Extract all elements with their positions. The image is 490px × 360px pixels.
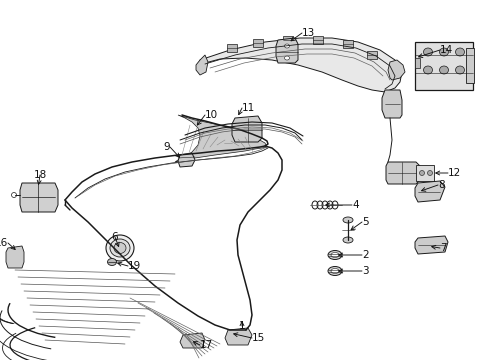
Polygon shape — [276, 38, 298, 63]
Bar — [343, 40, 353, 48]
Ellipse shape — [456, 48, 465, 56]
Ellipse shape — [106, 235, 134, 261]
Text: 15: 15 — [252, 333, 265, 343]
Ellipse shape — [328, 251, 342, 260]
Bar — [227, 44, 237, 52]
Text: 17: 17 — [200, 340, 213, 350]
Text: 1: 1 — [239, 321, 245, 331]
Polygon shape — [415, 236, 448, 254]
Polygon shape — [196, 55, 208, 75]
Ellipse shape — [343, 237, 353, 243]
Ellipse shape — [343, 217, 353, 223]
Polygon shape — [6, 246, 24, 268]
Polygon shape — [178, 153, 195, 167]
Polygon shape — [20, 183, 58, 212]
Text: 2: 2 — [362, 250, 368, 260]
Ellipse shape — [110, 239, 130, 257]
Text: 7: 7 — [440, 243, 446, 253]
Polygon shape — [415, 181, 445, 202]
Ellipse shape — [328, 266, 342, 275]
Polygon shape — [232, 116, 262, 142]
Polygon shape — [180, 333, 205, 348]
Ellipse shape — [419, 171, 424, 175]
Bar — [415, 58, 420, 68]
Ellipse shape — [11, 193, 17, 198]
Polygon shape — [225, 328, 252, 345]
Ellipse shape — [423, 66, 433, 74]
Text: 10: 10 — [205, 110, 218, 120]
Polygon shape — [388, 60, 405, 80]
Bar — [253, 39, 263, 47]
Ellipse shape — [331, 252, 339, 257]
Ellipse shape — [285, 56, 290, 60]
Bar — [283, 36, 293, 44]
Text: 8: 8 — [438, 180, 444, 190]
Ellipse shape — [114, 243, 126, 253]
Ellipse shape — [107, 258, 117, 266]
Ellipse shape — [331, 269, 339, 274]
Text: 6: 6 — [112, 232, 118, 242]
Bar — [415, 42, 473, 90]
Text: 13: 13 — [302, 28, 315, 38]
Bar — [367, 51, 377, 59]
Text: 5: 5 — [362, 217, 368, 227]
Ellipse shape — [285, 44, 290, 48]
Text: 9: 9 — [163, 142, 170, 152]
Bar — [416, 165, 434, 181]
Text: 16: 16 — [0, 238, 8, 248]
Ellipse shape — [423, 48, 433, 56]
Text: 4: 4 — [352, 200, 359, 210]
Text: 12: 12 — [448, 168, 461, 178]
Text: 19: 19 — [128, 261, 141, 271]
Ellipse shape — [440, 66, 448, 74]
Ellipse shape — [427, 171, 433, 175]
Ellipse shape — [456, 66, 465, 74]
Polygon shape — [175, 115, 267, 162]
Polygon shape — [200, 38, 402, 92]
Text: 18: 18 — [33, 170, 47, 180]
Polygon shape — [386, 162, 420, 184]
Bar — [466, 48, 474, 83]
Bar — [313, 36, 323, 44]
Ellipse shape — [440, 48, 448, 56]
Text: 3: 3 — [362, 266, 368, 276]
Text: 11: 11 — [242, 103, 255, 113]
Text: 14: 14 — [440, 45, 453, 55]
Polygon shape — [382, 90, 402, 118]
